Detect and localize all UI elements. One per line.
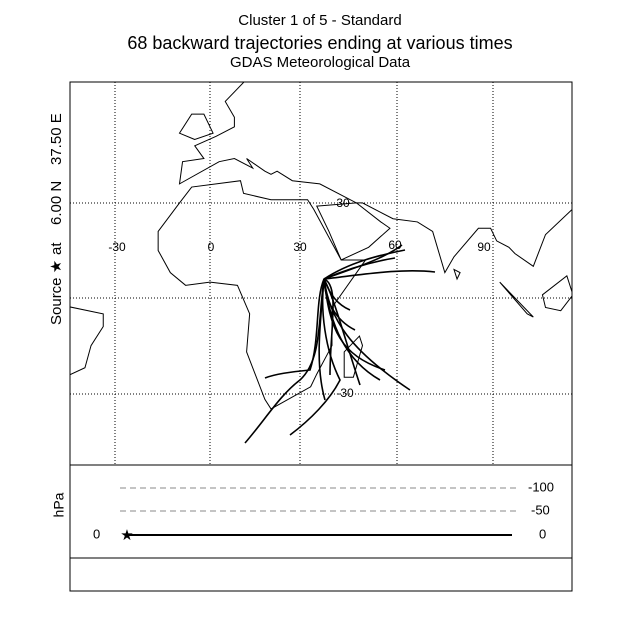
source-part: at bbox=[48, 242, 65, 255]
level-label: 0 bbox=[539, 526, 546, 541]
lon-label: -30 bbox=[108, 240, 126, 254]
trajectory bbox=[323, 278, 351, 311]
title-line: 68 backward trajectories ending at vario… bbox=[127, 33, 512, 53]
land-arabia bbox=[315, 202, 391, 261]
lat-label: 30 bbox=[336, 196, 350, 210]
trajectory bbox=[318, 278, 326, 401]
bottom-panel bbox=[69, 557, 573, 592]
lon-label: 0 bbox=[208, 240, 215, 254]
source-star: ★ bbox=[120, 527, 133, 544]
land-south-america bbox=[70, 306, 104, 376]
lat-label: -30 bbox=[336, 386, 354, 400]
lon-label: 60 bbox=[388, 238, 402, 252]
trajectory bbox=[264, 278, 325, 379]
title-line: GDAS Meteorological Data bbox=[230, 54, 411, 71]
title-line: Cluster 1 of 5 - Standard bbox=[238, 12, 401, 29]
trajectory bbox=[323, 270, 436, 280]
source-part: Source ★ bbox=[48, 260, 65, 325]
trajectory bbox=[323, 257, 396, 280]
trajectory bbox=[323, 249, 406, 280]
lon-label: 90 bbox=[477, 240, 491, 254]
source-part: 6.00 N bbox=[48, 181, 65, 225]
source-part: 37.50 E bbox=[48, 113, 65, 165]
level-label: -50 bbox=[531, 502, 550, 517]
land-srilanka bbox=[453, 268, 461, 281]
land-eurasia bbox=[178, 82, 572, 274]
trajectory bbox=[289, 278, 341, 436]
level-label: -100 bbox=[528, 479, 554, 494]
height-unit: hPa bbox=[51, 492, 67, 517]
source-label: Source ★ at 6.00 N 37.50 E bbox=[48, 113, 65, 325]
land-sumatra bbox=[499, 281, 534, 318]
level-label: 0 bbox=[93, 526, 100, 541]
trajectory bbox=[323, 278, 381, 381]
lon-label: 30 bbox=[293, 240, 307, 254]
land-britain bbox=[178, 113, 214, 141]
land-borneo bbox=[541, 274, 572, 312]
map bbox=[70, 82, 572, 465]
